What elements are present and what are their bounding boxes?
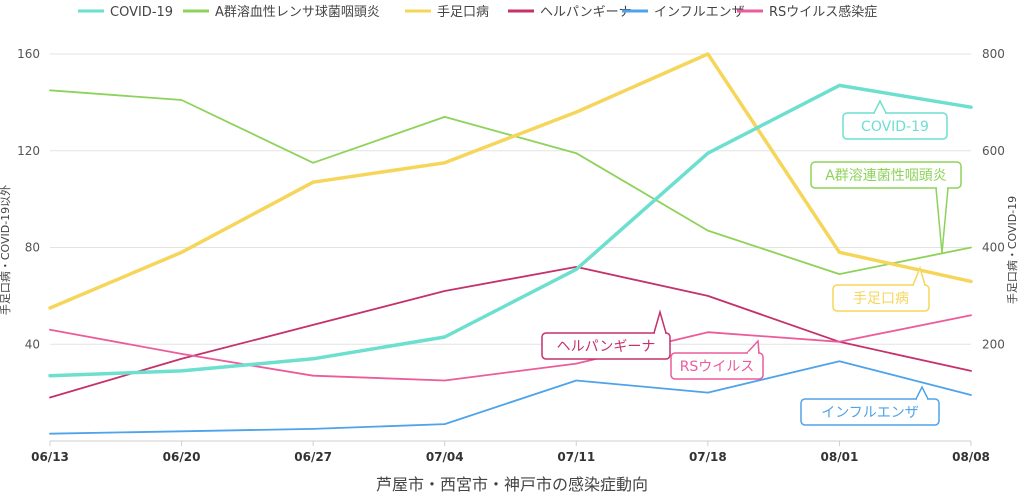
y-tick-label-left: 160 <box>17 47 40 61</box>
series-line <box>49 314 972 382</box>
gridlines <box>50 53 971 442</box>
right-y-axis: 200 400 600 800 <box>982 47 1005 351</box>
series-line <box>49 360 972 435</box>
right-y-axis-title: 手足口病・COVID-19 <box>1005 196 1019 304</box>
callout-label: A群溶連菌性咽頭炎 <box>810 161 962 254</box>
callout-box <box>541 332 671 360</box>
y-tick-label-left: 80 <box>25 241 40 255</box>
x-tick-label: 08/01 <box>821 450 859 464</box>
series-line <box>49 265 972 399</box>
series-line <box>48 83 973 378</box>
series-lines <box>48 52 973 435</box>
callout-pointer <box>935 187 949 254</box>
callout-pointer <box>745 339 760 354</box>
left-y-axis-title: 手足口病・COVID-19以外 <box>0 185 12 315</box>
callout-text: COVID-19 <box>861 119 929 135</box>
y-tick-label-right: 200 <box>982 337 1005 351</box>
legend-label: RSウイルス感染症 <box>769 4 877 20</box>
chart-title: 芦屋市・西宮市・神戸市の感染症動向 <box>376 475 648 494</box>
x-tick-label: 06/20 <box>163 450 201 464</box>
legend-label: COVID-19 <box>110 5 173 20</box>
callout-label: インフルエンザ <box>800 385 940 426</box>
legend-label: A群溶血性レンサ球菌咽頭炎 <box>215 5 380 20</box>
callout-pointer <box>872 99 888 114</box>
y-tick-label-left: 40 <box>25 337 40 351</box>
callout-label: 手足口病 <box>832 265 930 312</box>
callout-box <box>832 284 930 312</box>
legend-label: 手足口病 <box>437 5 489 20</box>
legend: COVID-19 A群溶血性レンサ球菌咽頭炎 手足口病 ヘルパンギーナ インフルエンザ R… <box>78 4 877 20</box>
callout-text: A群溶連菌性咽頭炎 <box>825 168 947 184</box>
callout-text: 手足口病 <box>853 291 909 307</box>
y-tick-label-right: 600 <box>982 144 1005 158</box>
callout-pointer <box>653 309 667 334</box>
callout-box <box>800 398 940 426</box>
series-line <box>48 52 973 310</box>
callout-box <box>810 161 962 189</box>
x-tick-label: 06/27 <box>294 450 332 464</box>
callout-label: RSウイルス <box>670 339 764 380</box>
y-tick-label-right: 400 <box>982 241 1005 255</box>
callout-label: COVID-19 <box>842 99 948 140</box>
x-axis: 06/13 06/20 06/27 07/04 07/11 07/18 08/01 08/08 <box>31 441 990 464</box>
callout-box <box>842 112 948 140</box>
callout-pointer <box>914 385 930 400</box>
y-tick-label-right: 800 <box>982 47 1005 61</box>
legend-label: インフルエンザ <box>654 5 745 20</box>
callout-text: ヘルパンギーナ <box>557 339 656 355</box>
x-tick-label: 06/13 <box>31 450 69 464</box>
x-tick-label: 07/18 <box>689 450 727 464</box>
left-y-axis: 40 80 120 160 <box>17 47 40 351</box>
series-line <box>49 89 972 276</box>
callout-box <box>670 352 764 380</box>
callout-label: ヘルパンギーナ <box>541 309 671 360</box>
y-tick-label-left: 120 <box>17 144 40 158</box>
x-tick-label: 07/04 <box>426 450 464 464</box>
callout-text: RSウイルス <box>680 359 755 375</box>
x-tick-label: 07/11 <box>557 450 595 464</box>
x-tick-label: 08/08 <box>952 450 990 464</box>
legend-label: ヘルパンギーナ <box>540 5 632 20</box>
callout-text: インフルエンザ <box>821 405 919 421</box>
